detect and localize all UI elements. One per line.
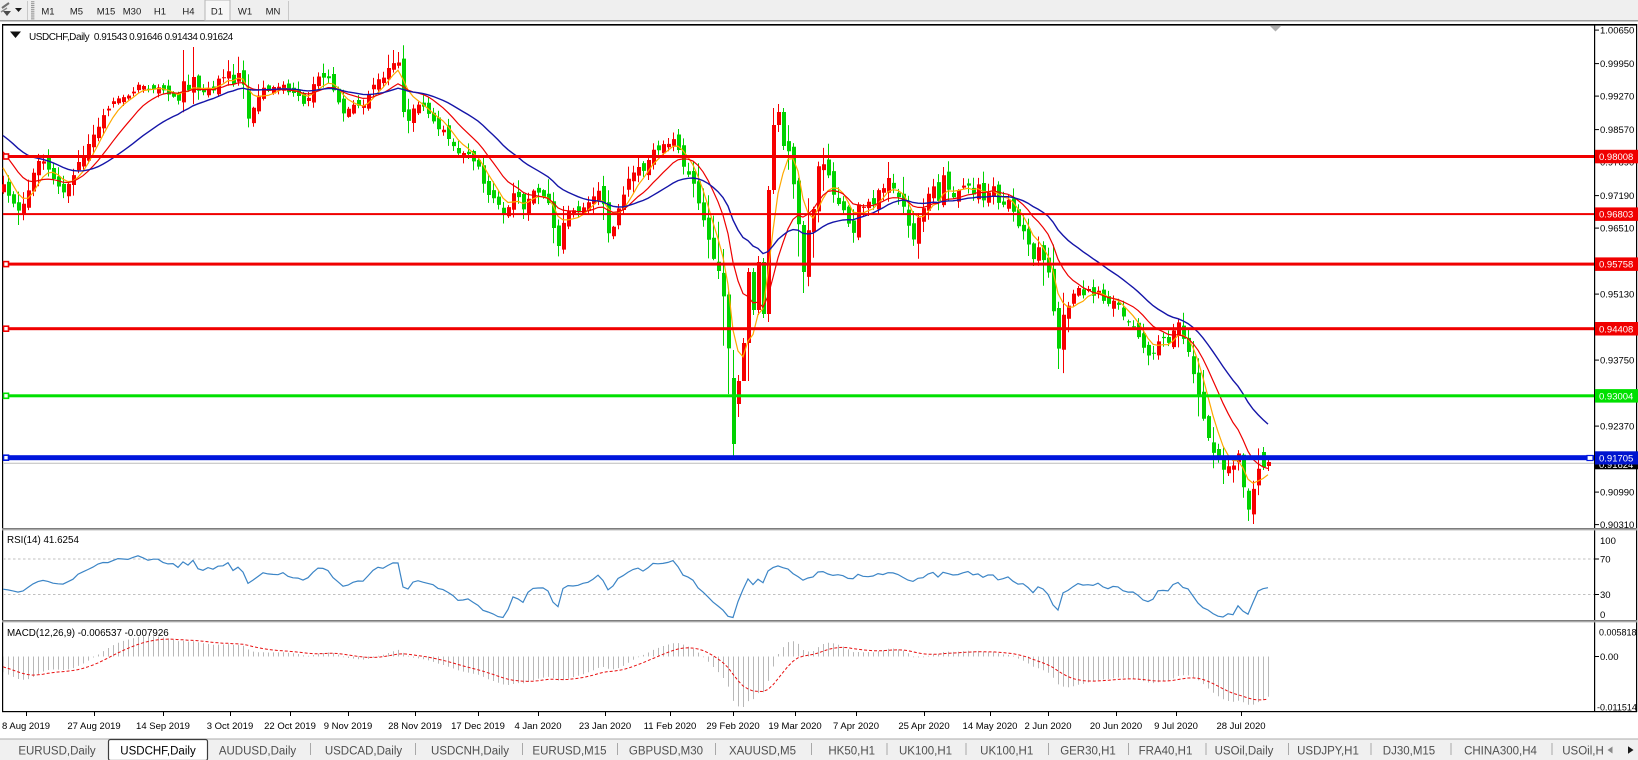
svg-text:0.90310: 0.90310 (1600, 520, 1634, 531)
svg-text:3 Oct 2019: 3 Oct 2019 (207, 721, 253, 732)
svg-text:0: 0 (1600, 610, 1605, 621)
svg-text:EURUSD,M15: EURUSD,M15 (532, 746, 606, 758)
svg-text:FRA40,H1: FRA40,H1 (1139, 746, 1193, 758)
svg-text:28 Nov 2019: 28 Nov 2019 (388, 721, 442, 732)
svg-text:XAUUSD,M5: XAUUSD,M5 (729, 746, 796, 758)
svg-text:30: 30 (1600, 590, 1611, 601)
svg-text:0.96803: 0.96803 (1599, 210, 1633, 221)
svg-text:0.98008: 0.98008 (1599, 152, 1633, 163)
svg-text:-0.011514: -0.011514 (1597, 702, 1637, 712)
svg-text:27 Aug 2019: 27 Aug 2019 (67, 721, 120, 732)
svg-text:0.95130: 0.95130 (1600, 290, 1634, 301)
svg-text:RSI(14) 41.6254: RSI(14) 41.6254 (7, 535, 79, 546)
svg-text:0.98570: 0.98570 (1600, 125, 1634, 136)
svg-text:0.005818: 0.005818 (1599, 628, 1637, 638)
svg-text:HK50,H1: HK50,H1 (828, 746, 875, 758)
svg-text:EURUSD,Daily: EURUSD,Daily (18, 746, 96, 758)
svg-text:D1: D1 (211, 7, 223, 18)
svg-text:9 Jul 2020: 9 Jul 2020 (1154, 721, 1198, 732)
svg-text:20 Jun 2020: 20 Jun 2020 (1090, 721, 1142, 732)
svg-text:0.99270: 0.99270 (1600, 92, 1634, 103)
svg-text:USDCHF,Daily: USDCHF,Daily (120, 746, 196, 758)
svg-text:25 Apr 2020: 25 Apr 2020 (898, 721, 949, 732)
svg-text:USDJPY,H1: USDJPY,H1 (1297, 746, 1359, 758)
svg-text:0.91705: 0.91705 (1599, 454, 1633, 465)
svg-text:H1: H1 (154, 7, 166, 18)
svg-text:USDCHF,Daily 0.91543 0.91646: USDCHF,Daily 0.91543 0.91646 0.91434 0.9… (29, 32, 234, 43)
svg-text:M15: M15 (97, 7, 115, 18)
svg-text:M1: M1 (41, 7, 54, 18)
svg-text:CHINA300,H4: CHINA300,H4 (1464, 746, 1537, 758)
svg-text:17 Dec 2019: 17 Dec 2019 (451, 721, 505, 732)
svg-text:MN: MN (266, 7, 281, 18)
svg-text:USOil,Daily: USOil,Daily (1215, 746, 1274, 758)
svg-text:0.93004: 0.93004 (1599, 391, 1633, 402)
svg-text:0.92370: 0.92370 (1600, 422, 1634, 433)
svg-text:100: 100 (1600, 536, 1616, 547)
svg-text:UK100,H1: UK100,H1 (980, 746, 1033, 758)
svg-text:0.90990: 0.90990 (1600, 488, 1634, 499)
svg-text:0.00: 0.00 (1600, 652, 1619, 663)
svg-text:0.94408: 0.94408 (1599, 324, 1633, 335)
svg-text:H4: H4 (182, 7, 194, 18)
svg-text:GER30,H1: GER30,H1 (1060, 746, 1116, 758)
svg-text:USDCAD,Daily: USDCAD,Daily (325, 746, 403, 758)
svg-text:4 Jan 2020: 4 Jan 2020 (514, 721, 561, 732)
svg-text:M30: M30 (123, 7, 141, 18)
svg-text:14 May 2020: 14 May 2020 (963, 721, 1018, 732)
svg-text:7 Apr 2020: 7 Apr 2020 (833, 721, 879, 732)
svg-text:1.00650: 1.00650 (1600, 26, 1634, 37)
svg-text:AUDUSD,Daily: AUDUSD,Daily (219, 746, 297, 758)
svg-text:W1: W1 (238, 7, 252, 18)
svg-text:22 Oct 2019: 22 Oct 2019 (264, 721, 316, 732)
svg-text:14 Sep 2019: 14 Sep 2019 (136, 721, 190, 732)
svg-text:0.99950: 0.99950 (1600, 59, 1634, 70)
svg-text:28 Jul 2020: 28 Jul 2020 (1216, 721, 1265, 732)
svg-text:USOil,H: USOil,H (1562, 746, 1604, 758)
svg-text:0.91624: 0.91624 (1599, 460, 1633, 471)
svg-text:GBPUSD,M30: GBPUSD,M30 (629, 746, 703, 758)
svg-text:0.93750: 0.93750 (1600, 356, 1634, 367)
svg-text:0.97190: 0.97190 (1600, 191, 1634, 202)
svg-text:USDCNH,Daily: USDCNH,Daily (431, 746, 509, 758)
svg-text:23 Jan 2020: 23 Jan 2020 (579, 721, 631, 732)
svg-text:2 Jun 2020: 2 Jun 2020 (1024, 721, 1071, 732)
svg-text:UK100,H1: UK100,H1 (899, 746, 952, 758)
svg-text:8 Aug 2019: 8 Aug 2019 (2, 721, 50, 732)
svg-text:DJ30,M15: DJ30,M15 (1383, 746, 1435, 758)
svg-text:19 Mar 2020: 19 Mar 2020 (768, 721, 821, 732)
svg-text:MACD(12,26,9) -0.006537 -0.007: MACD(12,26,9) -0.006537 -0.007926 (7, 628, 169, 639)
svg-text:M5: M5 (70, 7, 83, 18)
svg-text:9 Nov 2019: 9 Nov 2019 (324, 721, 373, 732)
svg-text:70: 70 (1600, 555, 1611, 566)
svg-text:29 Feb 2020: 29 Feb 2020 (706, 721, 759, 732)
svg-text:11 Feb 2020: 11 Feb 2020 (644, 721, 697, 732)
svg-text:0.95758: 0.95758 (1599, 260, 1633, 271)
svg-text:0.96510: 0.96510 (1600, 224, 1634, 235)
